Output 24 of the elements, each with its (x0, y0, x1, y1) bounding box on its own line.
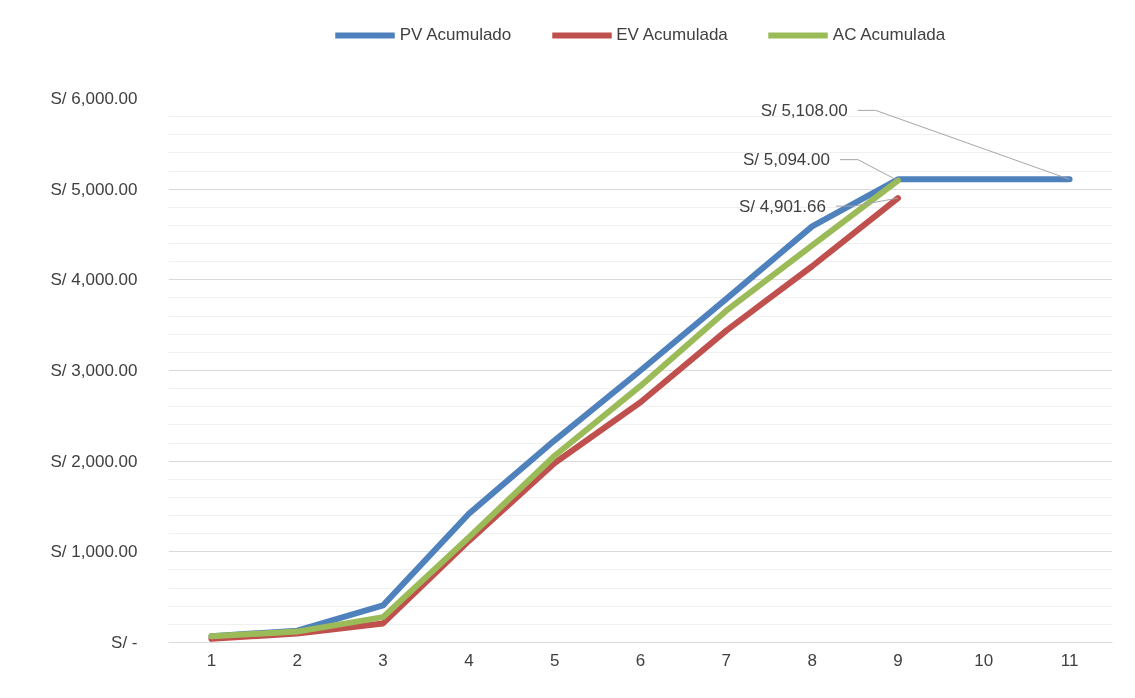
x-tick-label: 3 (378, 650, 388, 670)
legend-label: EV Acumulada (616, 25, 728, 45)
x-tick-label: 6 (635, 650, 646, 670)
y-tick-label: S/ - (111, 633, 138, 652)
x-tick-label: 1 (206, 650, 217, 670)
x-tick-label: 2 (292, 650, 302, 670)
annotation: S/ 5,108.00 (760, 100, 848, 120)
x-tick-label: 11 (1060, 650, 1079, 670)
y-tick-label: S/ 5,000.00 (50, 179, 138, 199)
y-tick-label: S/ 4,000.00 (50, 270, 138, 290)
annotation: S/ 5,094.00 (743, 150, 830, 170)
annotation: S/ 4,901.66 (739, 196, 826, 216)
x-tick-label: 7 (721, 650, 732, 670)
x-tick-label: 9 (893, 650, 903, 670)
y-tick-label: S/ 3,000.00 (50, 361, 138, 380)
x-tick-label: 4 (464, 650, 474, 670)
y-tick-label: S/ 6,000.00 (50, 89, 138, 108)
legend-label: PV Acumulado (399, 25, 512, 45)
legend-label: AC Acumulada (832, 25, 946, 45)
x-tick-label: 8 (807, 650, 817, 670)
x-tick-label: 10 (974, 650, 994, 670)
y-tick-label: S/ 2,000.00 (50, 451, 138, 471)
y-tick-label: S/ 1,000.00 (50, 542, 138, 562)
x-tick-label: 5 (549, 650, 560, 670)
